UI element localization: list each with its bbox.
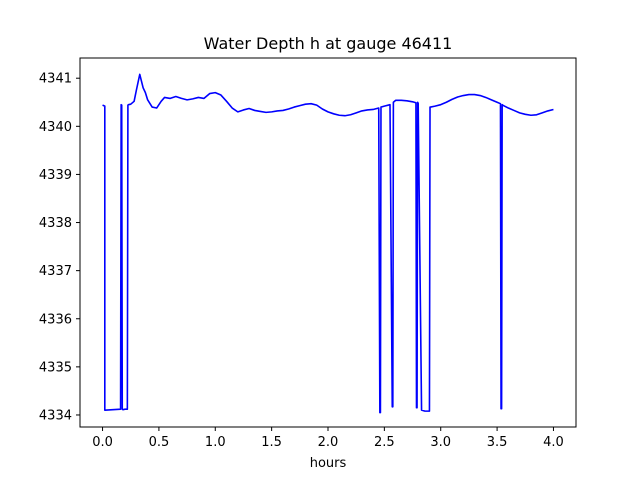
x-tick-label: 0.0 [92, 435, 113, 450]
x-tick-label: 2.5 [374, 435, 395, 450]
x-tick-label: 4.0 [543, 435, 564, 450]
x-axis-ticks: 0.0 0.5 1.0 1.5 2.0 2.5 3.0 3.5 4.0 [92, 427, 564, 450]
x-tick-label: 3.0 [430, 435, 451, 450]
y-tick-label: 4338 [39, 216, 72, 231]
plot-area: 0.0 0.5 1.0 1.5 2.0 2.5 3.0 3.5 4.0 4334 4335 4336… [39, 57, 577, 450]
y-tick-label: 4341 [39, 72, 72, 87]
y-tick-label: 4340 [39, 120, 72, 135]
series-line-0 [102, 73, 554, 414]
y-axis-ticks: 4334 4335 4336 4337 4338 4339 4340 4341 [39, 72, 80, 423]
x-tick-label: 0.5 [149, 435, 170, 450]
series-layer [102, 73, 554, 414]
x-tick-label: 2.0 [318, 435, 339, 450]
x-tick-label: 1.0 [205, 435, 226, 450]
y-tick-label: 4339 [39, 168, 72, 183]
y-tick-label: 4334 [39, 408, 72, 423]
y-tick-label: 4336 [39, 312, 72, 327]
y-tick-label: 4337 [39, 264, 72, 279]
chart-title: Water Depth h at gauge 46411 [204, 34, 453, 53]
x-tick-label: 3.5 [487, 435, 508, 450]
x-tick-label: 1.5 [261, 435, 282, 450]
x-axis-label: hours [310, 456, 347, 471]
axes-background [80, 58, 576, 427]
y-tick-label: 4335 [39, 360, 72, 375]
